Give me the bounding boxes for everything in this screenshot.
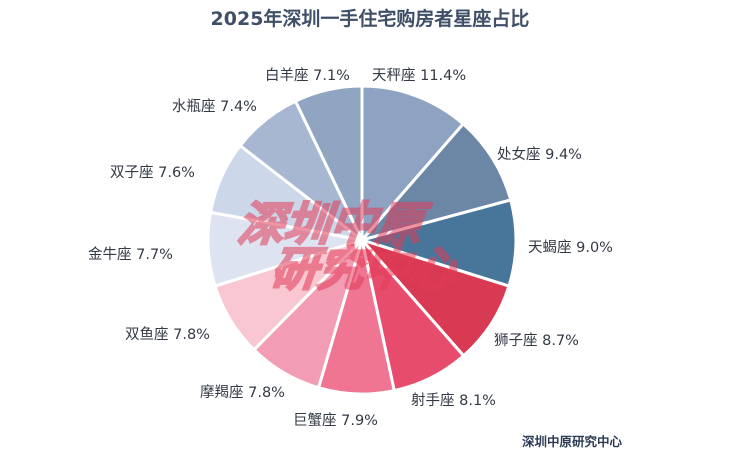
slice-label-4: 狮子座 8.7% bbox=[494, 332, 579, 349]
slice-label-10: 双子座 7.6% bbox=[110, 164, 195, 181]
slice-label-6: 巨蟹座 7.9% bbox=[293, 412, 378, 429]
watermark: 深圳中原 研究中心 bbox=[234, 196, 461, 297]
pie-slice-2 bbox=[357, 121, 513, 243]
slice-label-1: 天秤座 11.4% bbox=[372, 67, 466, 84]
slice-label-8: 双鱼座 7.8% bbox=[125, 325, 210, 343]
slice-label-9: 金牛座 7.7% bbox=[88, 246, 173, 263]
chart-title: 2025年深圳一手住宅购房者星座占比 bbox=[211, 7, 530, 30]
pie-slice-3 bbox=[356, 198, 518, 288]
source-note: 深圳中原研究中心 bbox=[522, 434, 623, 449]
slice-labels: 天秤座 11.4% 处女座 9.4% 天蝎座 9.0% 狮子座 8.7% 射手座 8.1… bbox=[88, 67, 613, 429]
watermark-line2: 研究中心 bbox=[269, 242, 460, 296]
slice-label-5: 射手座 8.1% bbox=[411, 392, 496, 409]
pie-slice-1 bbox=[360, 84, 466, 245]
pie-slice-12 bbox=[293, 84, 364, 241]
slice-label-11: 水瓶座 7.4% bbox=[172, 98, 257, 115]
pie-slice-4 bbox=[357, 236, 511, 358]
pie-slices bbox=[206, 84, 518, 396]
watermark-line1: 深圳中原 bbox=[236, 197, 433, 251]
slice-label-2: 处女座 9.4% bbox=[497, 145, 582, 163]
slice-label-7: 摩羯座 7.8% bbox=[200, 383, 285, 401]
slice-label-3: 天蝎座 9.0% bbox=[528, 239, 613, 256]
slice-label-12: 白羊座 7.1% bbox=[265, 67, 350, 84]
